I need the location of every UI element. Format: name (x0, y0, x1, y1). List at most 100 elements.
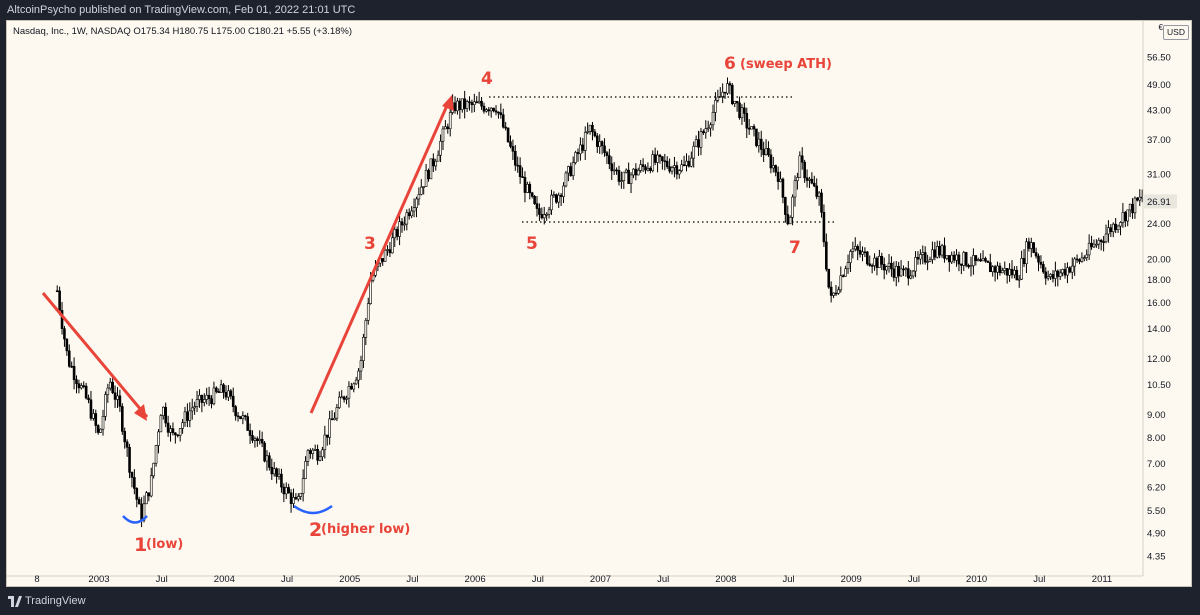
candle-body (82, 385, 86, 387)
candle-body (812, 182, 816, 187)
candle-body (540, 214, 544, 219)
low-1-arc (122, 515, 148, 524)
candle-body (1092, 243, 1096, 248)
candle-body (993, 266, 997, 273)
candle-body (943, 245, 946, 259)
candle-body (600, 141, 604, 147)
candle-body (771, 165, 775, 169)
candle-body (157, 431, 160, 446)
candle-body (485, 109, 488, 112)
candle-body (803, 161, 806, 179)
candle-body (598, 141, 601, 147)
candle-body (217, 391, 221, 393)
candle-body (950, 254, 954, 263)
price-tick-label: 18.00 (1147, 275, 1171, 286)
candle-body (72, 366, 76, 380)
candle-body (955, 254, 958, 261)
candle-body (1136, 197, 1139, 201)
candle-body (863, 251, 867, 254)
candle-body (767, 148, 770, 156)
candle-body (926, 261, 929, 263)
candle-body (1111, 223, 1115, 233)
candle-body (104, 394, 107, 417)
candle-body (381, 258, 385, 262)
candle-body (516, 164, 520, 167)
candle-body (1027, 241, 1031, 249)
candle-body (260, 438, 264, 444)
candle-body (829, 286, 833, 296)
chart-area[interactable]: 1 (low) 2 (higher low) 3 4 5 6 (sweep AT… (6, 20, 1192, 587)
candle-body (629, 174, 633, 184)
candle-body (444, 126, 447, 130)
candle-body (747, 127, 751, 130)
candle-body (697, 139, 700, 148)
candle-body (412, 207, 416, 212)
candle-body (738, 102, 741, 119)
candle-body (128, 446, 131, 473)
candle-body (873, 257, 876, 266)
candle-body (1121, 212, 1125, 223)
candle-body (979, 259, 982, 262)
candle-body (947, 255, 951, 263)
candle-body (866, 251, 869, 265)
candle-body (1090, 242, 1093, 248)
candle-body (887, 262, 891, 267)
candle-body (1001, 270, 1004, 274)
candle-body (297, 496, 300, 500)
candle-body (188, 410, 192, 421)
candle-body (383, 250, 387, 262)
candle-body (779, 178, 782, 182)
candle-body (849, 251, 852, 263)
candle-body (1133, 197, 1137, 214)
price-tick-label: 26.91 (1147, 197, 1171, 208)
candle-body (1013, 269, 1016, 276)
candle-body (1015, 269, 1019, 281)
candle-body (796, 177, 799, 182)
currency-symbol: € (1158, 23, 1163, 32)
candle-body (675, 165, 679, 175)
candle-body (694, 139, 698, 147)
candle-body (608, 155, 611, 165)
candle-body (967, 265, 970, 268)
candle-body (499, 112, 503, 116)
price-tick-label: 4.35 (1147, 552, 1166, 563)
time-axis: 8 2003 Jul 2004 Jul 2005 Jul 2006 Jul 2007 Jul 2008… (7, 574, 1143, 585)
time-tick-label: Jul (657, 574, 669, 585)
time-tick-label: Jul (532, 574, 544, 585)
candle-body (463, 98, 466, 109)
label-3: 3 (364, 234, 376, 254)
symbol-legend: Nasdaq, Inc., 1W, NASDAQ O175.34 H180.75… (13, 26, 352, 37)
candle-body (528, 183, 532, 194)
currency-button[interactable]: USD (1163, 25, 1189, 40)
candle-body (306, 450, 310, 462)
candle-body (55, 290, 59, 293)
candle-body (567, 166, 570, 174)
candle-body (354, 379, 358, 385)
candle-body (407, 212, 411, 217)
candle-body (470, 102, 474, 106)
publish-info: AltcoinPsycho published on TradingView.c… (7, 4, 356, 16)
candle-body (137, 499, 141, 505)
candle-body (644, 166, 647, 171)
candle-body (733, 100, 737, 104)
candle-body (159, 415, 163, 433)
uptrend-arrowhead (442, 95, 454, 111)
candle-body (1029, 242, 1033, 249)
candle-body (880, 255, 884, 265)
candle-body (1008, 268, 1011, 276)
candle-body (313, 449, 317, 451)
time-tick-label: 2011 (1092, 574, 1112, 585)
candle-body (210, 398, 213, 405)
candle-body (200, 395, 204, 403)
candle-body (415, 198, 418, 208)
price-chart[interactable]: 1 (low) 2 (higher low) 3 4 5 6 (sweep AT… (7, 21, 1192, 587)
candle-body (815, 185, 818, 197)
candle-body (817, 192, 821, 197)
candle-body (559, 194, 563, 197)
price-tick-label: 37.00 (1147, 135, 1171, 146)
candle-body (405, 212, 409, 225)
candle-body (690, 157, 693, 167)
candle-body (166, 422, 170, 433)
time-tick-label: Jul (281, 574, 293, 585)
candle-body (328, 418, 331, 438)
